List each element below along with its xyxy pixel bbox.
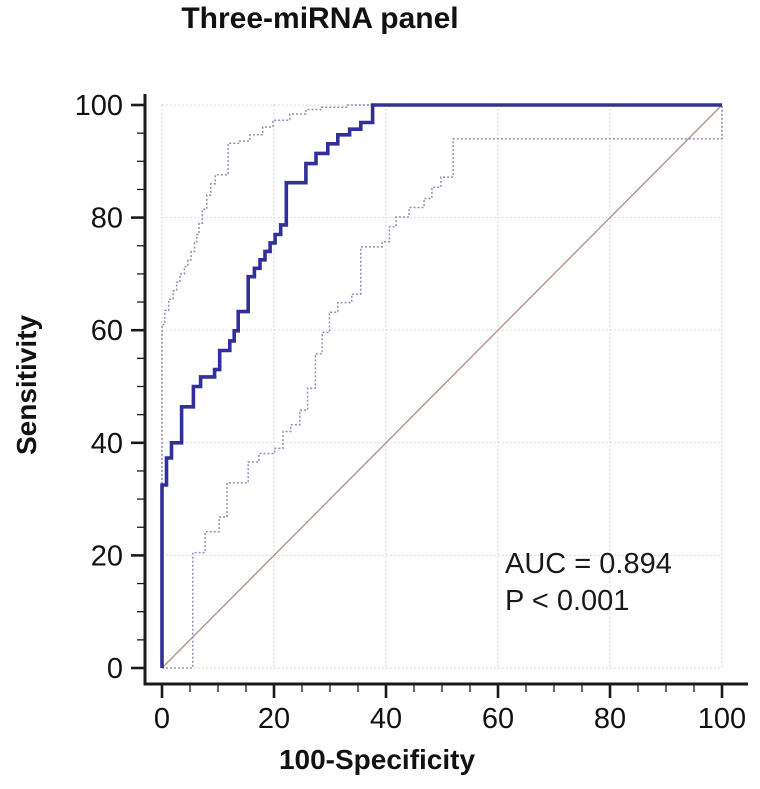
x-tick-label: 60	[482, 703, 514, 735]
x-tick-label: 20	[258, 703, 290, 735]
x-tick-label: 80	[594, 703, 626, 735]
y-tick-label: 60	[91, 315, 123, 347]
x-tick-label: 0	[154, 703, 170, 735]
x-tick-label: 100	[698, 703, 746, 735]
chance-diagonal-line	[161, 104, 723, 669]
chart-title: Three-miRNA panel	[181, 2, 459, 35]
y-tick-label: 40	[91, 428, 123, 460]
y-tick-label: 100	[75, 90, 123, 122]
x-tick-label: 40	[370, 703, 402, 735]
upper-95ci-band-line	[161, 104, 722, 668]
y-axis-label: Sensitivity	[11, 314, 42, 456]
y-tick-label: 20	[91, 540, 123, 572]
auc-value-text: AUC = 0.894	[505, 548, 672, 580]
roc-curve-line	[160, 103, 722, 668]
lower-95ci-band-line	[162, 105, 723, 669]
p-value-text: P < 0.001	[505, 585, 630, 617]
x-axis-label: 100-Specificity	[278, 744, 476, 775]
y-tick-label: 0	[107, 653, 123, 685]
auc-annotation: AUC = 0.894 P < 0.001	[505, 546, 672, 620]
y-tick-label: 80	[91, 203, 123, 235]
